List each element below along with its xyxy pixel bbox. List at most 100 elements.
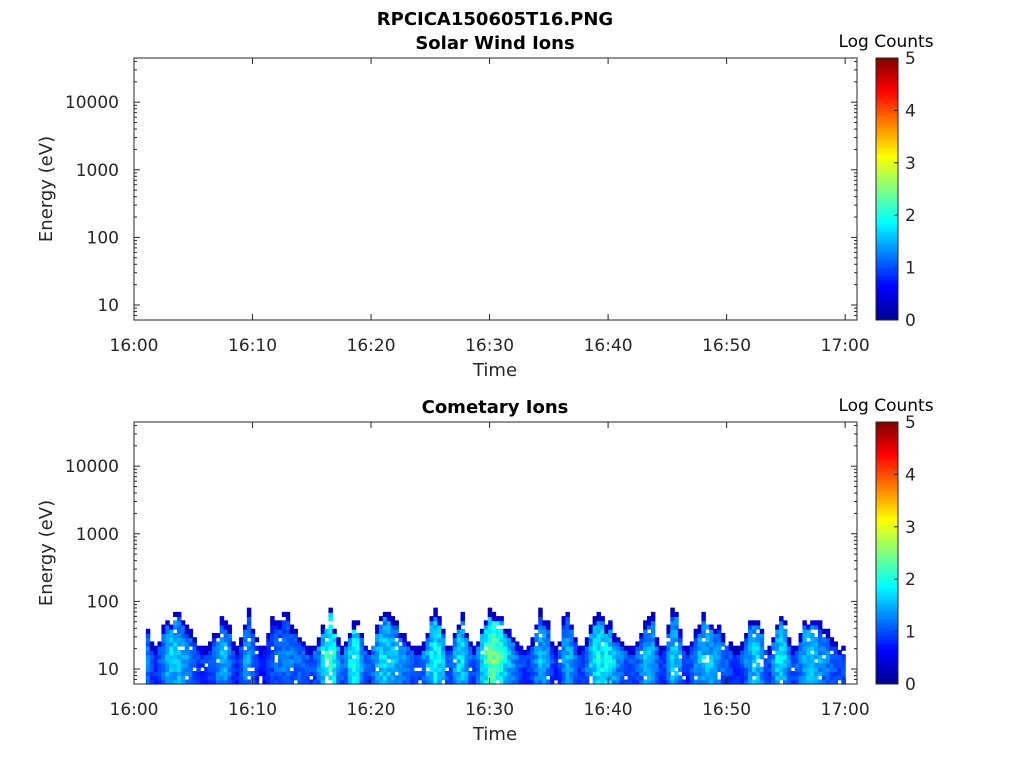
- spectrogram-cell: [254, 662, 260, 668]
- spectrogram-cell: [713, 628, 718, 634]
- spectrogram-cell: [487, 632, 493, 639]
- spectrogram-cell: [285, 616, 291, 622]
- spectrogram-cell: [227, 654, 232, 660]
- spectrogram-cell: [736, 654, 741, 660]
- spectrogram-cell: [437, 616, 442, 622]
- spectrogram-cell: [511, 666, 516, 672]
- spectrogram-cell: [289, 675, 295, 681]
- spectrogram-cell: [740, 645, 745, 651]
- spectrogram-cell: [340, 645, 345, 651]
- spectrogram-cell: [522, 666, 528, 672]
- spectrogram-cell: [534, 649, 539, 656]
- spectrogram-cell: [491, 611, 497, 617]
- spectrogram-cell: [782, 671, 788, 677]
- spectrogram-cell: [476, 641, 481, 647]
- spectrogram-cell: [647, 658, 652, 664]
- spectrogram-cell: [561, 654, 567, 660]
- spectrogram-cell: [192, 662, 197, 668]
- spectrogram-cell: [316, 658, 322, 664]
- spectrogram-cell: [491, 645, 497, 651]
- spectrogram-cell: [231, 658, 236, 664]
- spectrogram-cell: [491, 616, 497, 622]
- spectrogram-cell: [176, 620, 182, 626]
- spectrogram-cell: [445, 645, 450, 651]
- spectrogram-cell: [340, 658, 345, 664]
- spectrogram-cell: [184, 632, 190, 639]
- spectrogram-cell: [573, 679, 578, 685]
- spectrogram-cell: [771, 662, 776, 668]
- spectrogram-cell: [165, 641, 170, 647]
- spectrogram-cell: [219, 662, 225, 668]
- spectrogram-cell: [736, 671, 741, 677]
- spectrogram-cell: [277, 649, 283, 656]
- spectrogram-cell: [720, 641, 726, 647]
- spectrogram-cell: [728, 649, 734, 656]
- spectrogram-cell: [242, 628, 248, 634]
- spectrogram-cell: [569, 637, 574, 643]
- spectrogram-cell: [748, 654, 753, 660]
- spectrogram-cell: [654, 675, 660, 681]
- spectrogram-cell: [794, 679, 800, 685]
- spectrogram-cell: [674, 658, 679, 664]
- spectrogram-cell: [386, 620, 392, 626]
- spectrogram-cell: [386, 624, 392, 630]
- spectrogram-cell: [394, 654, 399, 660]
- spectrogram-cell: [169, 662, 174, 668]
- spectrogram-cell: [666, 658, 671, 664]
- spectrogram-cell: [825, 666, 831, 672]
- spectrogram-cell: [472, 662, 477, 668]
- spectrogram-cell: [802, 666, 807, 672]
- spectrogram-cell: [499, 645, 504, 651]
- spectrogram-cell: [281, 662, 287, 668]
- spectrogram-cell: [522, 658, 528, 664]
- spectrogram-cell: [604, 649, 609, 656]
- spectrogram-cell: [553, 658, 559, 664]
- spectrogram-cell: [561, 620, 567, 626]
- spectrogram-cell: [786, 662, 792, 668]
- spectrogram-cell: [654, 666, 660, 672]
- spectrogram-cell: [526, 671, 532, 677]
- spectrogram-cell: [394, 624, 399, 630]
- spectrogram-cell: [592, 620, 598, 626]
- spectrogram-cell: [413, 671, 419, 677]
- spectrogram-cell: [612, 662, 617, 668]
- spectrogram-cell: [417, 645, 423, 651]
- spectrogram-cell: [736, 645, 741, 651]
- spectrogram-cell: [514, 671, 520, 677]
- spectrogram-cell: [413, 662, 419, 668]
- spectrogram-cell: [460, 637, 466, 643]
- spectrogram-cell: [378, 641, 384, 647]
- spectrogram-cell: [281, 624, 287, 630]
- spectrogram-cell: [242, 637, 248, 643]
- spectrogram-cell: [565, 654, 570, 660]
- spectrogram-cell: [557, 649, 563, 656]
- spectrogram-cell: [378, 671, 384, 677]
- spectrogram-cell: [293, 632, 298, 639]
- spectrogram-cell: [324, 671, 330, 677]
- spectrogram-cell: [650, 620, 656, 626]
- spectrogram-cell: [755, 645, 761, 651]
- spectrogram-cell: [829, 658, 835, 664]
- spectrogram-cell: [184, 628, 190, 634]
- spectrogram-cell: [623, 666, 629, 672]
- colorbar-tick-label: 1: [905, 259, 916, 279]
- spectrogram-cell: [561, 666, 567, 672]
- spectrogram-cell: [530, 662, 535, 668]
- spectrogram-cell: [375, 645, 380, 651]
- spectrogram-cell: [786, 679, 792, 685]
- spectrogram-cell: [324, 654, 330, 660]
- spectrogram-cell: [173, 645, 178, 651]
- spectrogram-cell: [608, 620, 613, 626]
- spectrogram-cell: [623, 649, 629, 656]
- spectrogram-cell: [312, 654, 318, 660]
- spectrogram-cell: [782, 641, 788, 647]
- spectrogram-cell: [336, 671, 341, 677]
- spectrogram-cell: [437, 632, 442, 639]
- spectrogram-cell: [565, 645, 570, 651]
- spectrogram-cell: [833, 671, 838, 677]
- spectrogram-cell: [841, 671, 846, 677]
- spectrogram-cell: [382, 620, 388, 626]
- spectrogram-cell: [483, 679, 489, 685]
- spectrogram-cell: [468, 645, 473, 651]
- spectrogram-cell: [305, 675, 310, 681]
